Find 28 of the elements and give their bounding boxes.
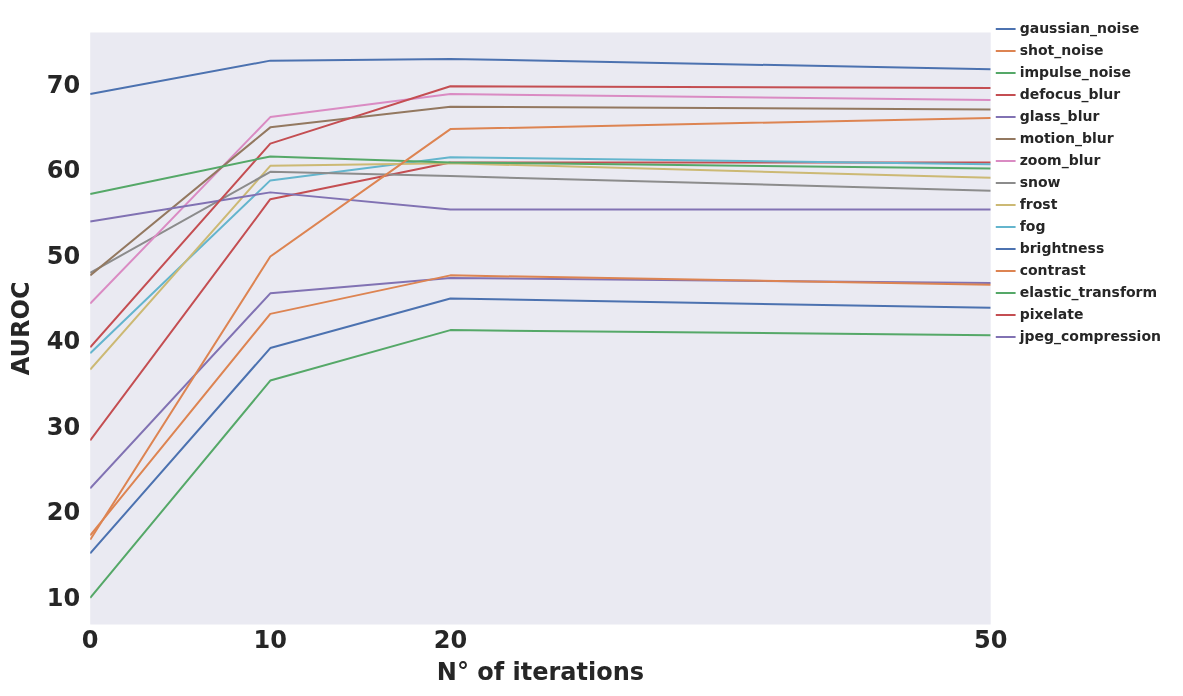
y-tick-label: 40	[46, 327, 81, 356]
y-tick-label: 70	[46, 70, 81, 99]
legend-label: contrast	[1019, 261, 1086, 278]
legend-label: zoom_blur	[1019, 151, 1101, 169]
y-tick-label: 20	[46, 498, 81, 527]
y-tick-label: 30	[46, 412, 81, 441]
legend-label: glass_blur	[1019, 107, 1100, 125]
legend-label: elastic_transform	[1019, 283, 1158, 301]
legend-label: pixelate	[1019, 305, 1084, 322]
legend-label: impulse_noise	[1019, 63, 1131, 81]
legend-label: fog	[1019, 217, 1046, 234]
y-tick-label: 10	[46, 583, 81, 612]
legend-label: gaussian_noise	[1019, 19, 1140, 37]
legend-label: defocus_blur	[1019, 85, 1121, 103]
legend-label: jpeg_compression	[1018, 327, 1161, 345]
x-tick-label: 20	[433, 626, 468, 655]
legend-label: snow	[1019, 173, 1061, 190]
y-tick-label: 60	[46, 156, 81, 185]
legend-label: frost	[1019, 195, 1058, 212]
legend-label: motion_blur	[1019, 129, 1114, 147]
x-tick-label: 0	[81, 626, 99, 655]
y-tick-label: 50	[46, 241, 81, 270]
y-axis-title: AUROC	[6, 281, 35, 376]
legend-label: brightness	[1019, 239, 1105, 256]
x-tick-label: 50	[973, 626, 1008, 655]
x-tick-label: 10	[253, 626, 287, 655]
x-axis-title: N° of iterations	[436, 657, 645, 686]
legend-label: shot_noise	[1019, 41, 1104, 59]
